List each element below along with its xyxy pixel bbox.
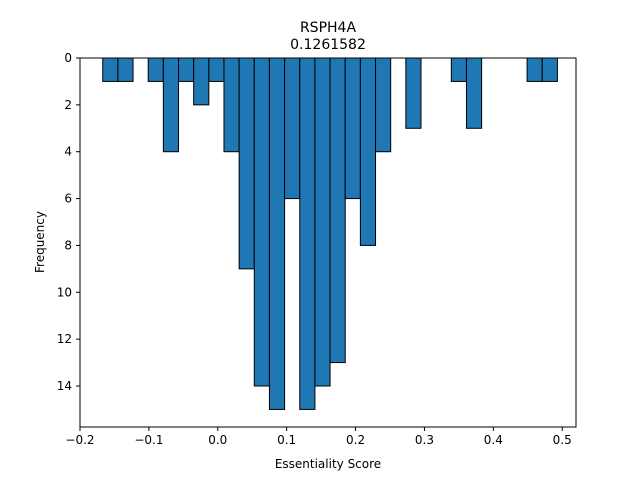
histogram-bar	[541, 57, 558, 82]
histogram-bar	[299, 57, 316, 410]
histogram-bar	[117, 57, 134, 82]
x-tick-label: −0.1	[134, 433, 163, 447]
y-axis-label: Frequency	[33, 211, 47, 273]
histogram-bar	[223, 57, 240, 153]
x-tick-label: 0.2	[346, 433, 365, 447]
chart-title: RSPH4A	[300, 20, 356, 36]
x-tick-label: 0.3	[415, 433, 434, 447]
histogram-bar	[147, 57, 164, 82]
histogram-bar	[450, 57, 467, 82]
x-axis-label: Essentiality Score	[275, 457, 381, 471]
histogram-bar	[465, 57, 483, 129]
y-tick-label: 4	[64, 145, 72, 159]
histogram-bar	[359, 57, 377, 246]
histogram-bar	[238, 57, 255, 270]
bars-group	[102, 57, 558, 410]
plot-frame	[79, 57, 577, 428]
x-tick-label: −0.2	[65, 433, 94, 447]
y-axis-ticks: 0 2 4 6 8 10 12 14	[57, 51, 80, 393]
histogram-bar	[375, 57, 392, 153]
histogram-bar	[162, 57, 180, 153]
histogram-bar	[208, 57, 225, 82]
histogram-bar	[314, 57, 331, 387]
y-tick-label: 14	[57, 379, 72, 393]
histogram-bar	[405, 57, 422, 129]
y-tick-label: 10	[57, 285, 72, 299]
histogram-bar	[102, 57, 119, 82]
y-tick-label: 0	[64, 51, 72, 65]
histogram-bar	[329, 57, 346, 364]
x-tick-label: 0.5	[553, 433, 572, 447]
y-tick-label: 6	[64, 192, 72, 206]
x-tick-label: 0.1	[277, 433, 296, 447]
histogram-bar	[268, 57, 286, 410]
histogram-bar	[526, 57, 543, 82]
histogram-bar	[193, 57, 210, 106]
y-tick-label: 8	[64, 238, 72, 252]
x-axis-ticks: −0.2 −0.1 0.0 0.1 0.2 0.3 0.4 0.5	[65, 427, 572, 447]
y-tick-label: 2	[64, 98, 72, 112]
histogram-bar	[284, 57, 301, 200]
x-tick-label: 0.0	[208, 433, 227, 447]
y-tick-label: 12	[57, 332, 72, 346]
x-tick-label: 0.4	[484, 433, 503, 447]
histogram-bar	[178, 57, 195, 82]
histogram-bar	[253, 57, 270, 387]
chart-subtitle: 0.1261582	[290, 37, 366, 53]
histogram-bar	[344, 57, 361, 200]
